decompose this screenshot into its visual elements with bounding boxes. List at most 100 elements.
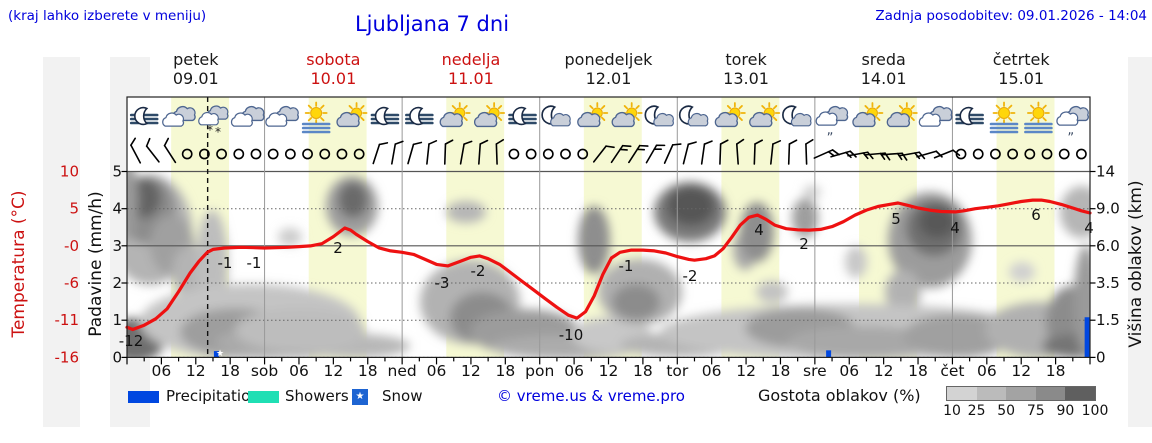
axis-ticks	[121, 170, 1096, 365]
svg-text:5: 5	[112, 163, 122, 181]
svg-text:4: 4	[950, 219, 960, 237]
svg-text:12: 12	[461, 362, 481, 380]
cloud-density-label: Gostota oblakov (%)	[758, 386, 921, 405]
cloud-snow-icon: * *	[198, 105, 229, 139]
svg-text:12: 12	[323, 362, 343, 380]
svg-text:5: 5	[891, 210, 901, 228]
svg-text:2: 2	[112, 274, 122, 292]
svg-text:sre: sre	[803, 362, 827, 380]
svg-text:5: 5	[69, 200, 79, 218]
svg-text:-12: -12	[119, 332, 144, 350]
precipitation-axis-title: Padavine (mm/h)	[86, 191, 106, 337]
colorbar-segment	[947, 387, 977, 400]
moon-fog-icon	[405, 106, 434, 126]
snow-label: Snow	[382, 387, 423, 405]
svg-text:06: 06	[564, 362, 584, 380]
svg-text:★: ★	[216, 349, 224, 359]
bg-strip-right	[1128, 57, 1152, 427]
svg-text:4: 4	[1084, 219, 1094, 237]
cloud-density-field	[127, 172, 1090, 358]
colorbar-label: 25	[967, 403, 986, 419]
sun-fog-icon	[989, 101, 1019, 134]
colorbar-label: 50	[997, 403, 1016, 419]
cloud-density-colorbar	[946, 386, 1096, 401]
svg-text:sob: sob	[251, 362, 278, 380]
day-header-nedelja: nedelja 11.01	[441, 50, 501, 88]
colorbar-segment	[1006, 387, 1036, 400]
page-title: Ljubljana 7 dni	[354, 12, 510, 36]
sun-cloud-icon	[473, 102, 506, 128]
svg-text:06: 06	[427, 362, 447, 380]
svg-text:10: 10	[60, 163, 79, 181]
svg-text:-10: -10	[559, 326, 584, 344]
day-header-petek: petek 09.01	[172, 50, 219, 88]
clouds-icon	[162, 105, 196, 127]
svg-text:12: 12	[1011, 362, 1031, 380]
svg-text:9.0: 9.0	[1096, 200, 1120, 218]
svg-text:-1: -1	[218, 254, 233, 272]
wind-barbs-row	[130, 137, 1087, 165]
svg-text:-3: -3	[435, 274, 450, 292]
svg-text:06: 06	[289, 362, 309, 380]
precipitation-label: Precipitation	[166, 387, 260, 405]
svg-text:pon: pon	[525, 362, 554, 380]
precip-bars: ★	[213, 317, 1090, 359]
sun-cloud-icon	[439, 102, 471, 128]
svg-text:0: 0	[112, 348, 122, 366]
moon-fog-icon	[508, 106, 537, 126]
svg-text:12: 12	[186, 362, 206, 380]
colorbar-segment	[1065, 387, 1095, 400]
day-header-četrtek: četrtek 15.01	[992, 50, 1050, 88]
svg-text:18: 18	[633, 362, 653, 380]
svg-text:18: 18	[771, 362, 791, 380]
day-header-ponedeljek: ponedeljek 12.01	[564, 50, 653, 88]
svg-text:4: 4	[754, 221, 764, 239]
svg-text:18: 18	[908, 362, 928, 380]
day-header-torek: torek 13.01	[723, 50, 769, 88]
menu-hint-text: (kraj lahko izberete v meniju)	[8, 8, 207, 24]
sun-fog-icon	[301, 101, 331, 134]
last-update-text: Zadnja posodobitev: 09.01.2026 - 14:04	[875, 8, 1147, 24]
svg-text:-2: -2	[683, 267, 698, 285]
svg-text:3.5: 3.5	[1096, 274, 1120, 292]
svg-text:-0: -0	[64, 237, 79, 255]
svg-text:1: 1	[112, 311, 122, 329]
moon-cloud-icon	[678, 105, 709, 127]
svg-text:12: 12	[736, 362, 756, 380]
clouds-icon	[230, 105, 265, 127]
svg-text:14: 14	[1096, 163, 1115, 181]
svg-text:*: *	[207, 123, 213, 137]
svg-text:6.0: 6.0	[1096, 237, 1120, 255]
clouds-icon	[918, 105, 953, 127]
svg-text:06: 06	[977, 362, 997, 380]
copyright-link[interactable]: © vreme.us & vreme.pro	[497, 387, 685, 405]
svg-text:06: 06	[702, 362, 722, 380]
svg-text:2: 2	[799, 235, 809, 253]
svg-text:-1: -1	[247, 254, 262, 272]
colorbar-label: 90	[1056, 403, 1075, 419]
cloud-drizzle-icon: „	[815, 105, 849, 138]
svg-text:„: „	[1067, 123, 1074, 138]
colorbar-label: 10	[943, 403, 961, 419]
svg-text:-16: -16	[55, 348, 80, 366]
svg-text:2: 2	[333, 239, 343, 257]
sun-cloud-icon	[749, 102, 781, 128]
svg-text:06: 06	[839, 362, 859, 380]
sun-cloud-icon	[886, 102, 918, 128]
showers-swatch	[248, 391, 279, 403]
temperature-axis-title: Temperatura (°C)	[9, 190, 29, 338]
moon-fog-icon	[370, 106, 400, 126]
bg-strip-left	[43, 57, 80, 427]
colorbar-label: 75	[1026, 403, 1045, 419]
svg-text:-1: -1	[619, 257, 634, 275]
svg-text:0: 0	[1096, 348, 1106, 366]
svg-text:1.5: 1.5	[1096, 311, 1120, 329]
showers-label: Showers	[285, 387, 349, 405]
svg-text:6: 6	[1031, 206, 1041, 224]
svg-text:12: 12	[599, 362, 619, 380]
svg-text:*: *	[215, 125, 221, 139]
moon-fog-icon	[129, 106, 159, 126]
